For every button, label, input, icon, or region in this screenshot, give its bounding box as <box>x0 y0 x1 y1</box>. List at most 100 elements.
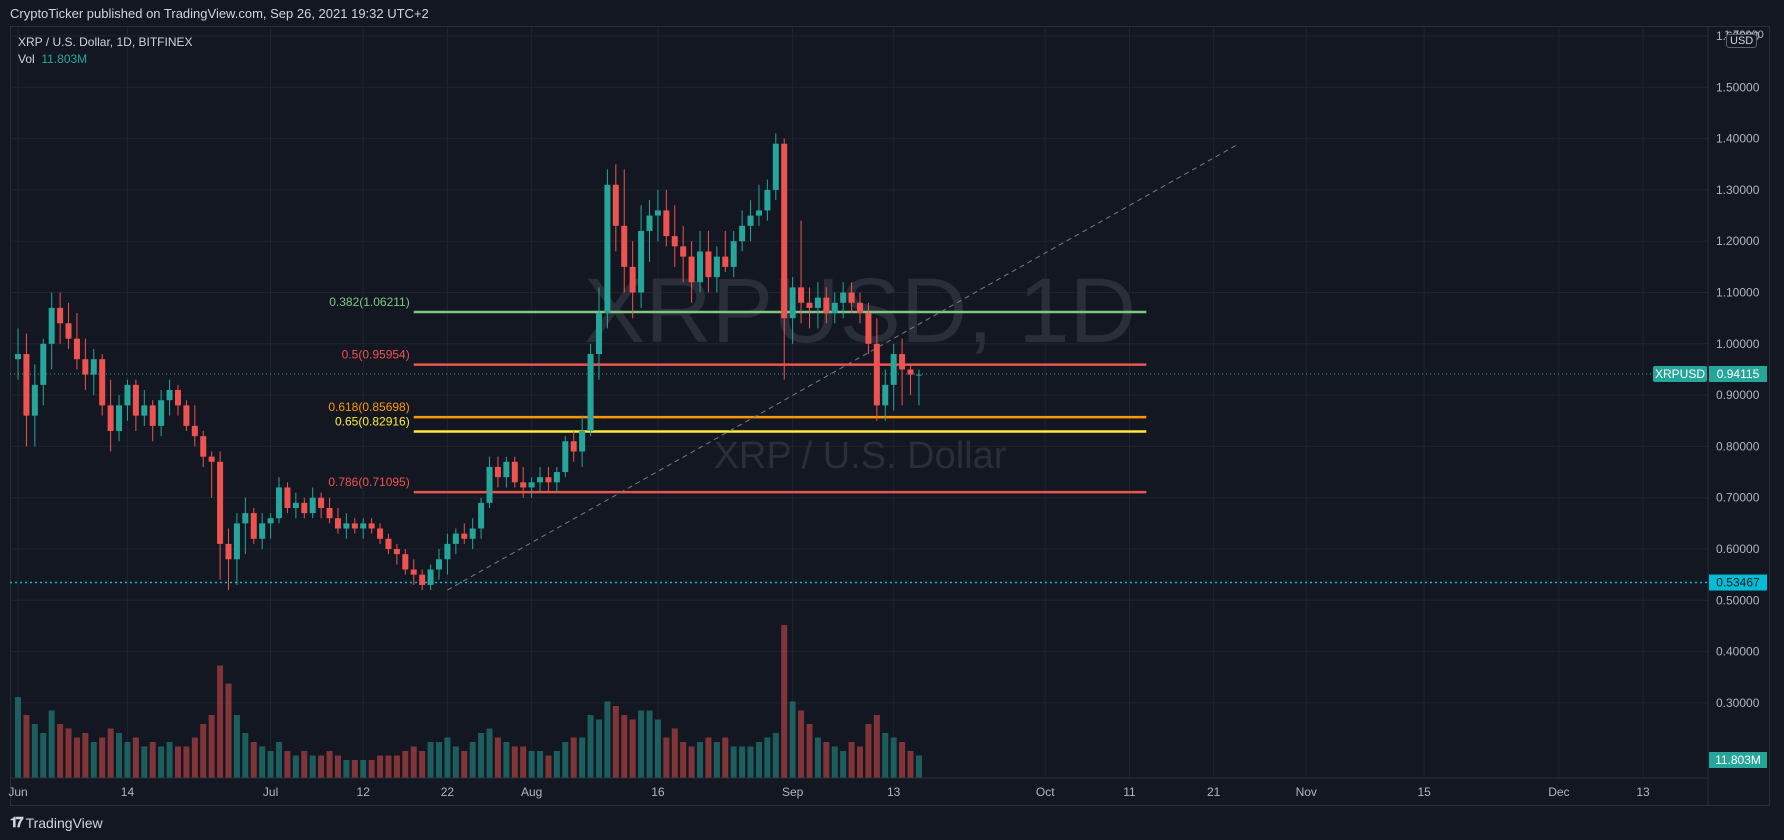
volume-bar <box>831 746 838 778</box>
volume-bar <box>814 737 821 778</box>
candle-body <box>511 461 518 483</box>
volume-bar <box>368 760 375 778</box>
candle-body <box>865 313 872 344</box>
volume-bar <box>259 746 266 778</box>
x-tick-label: 16 <box>651 785 665 799</box>
x-tick-label: 12 <box>357 785 371 799</box>
candle-body <box>292 502 299 508</box>
tradingview-icon: 𝟏𝟕 <box>10 814 24 830</box>
volume-bars <box>15 625 922 778</box>
candle-body <box>191 425 198 437</box>
candle-body <box>705 251 712 278</box>
volume-bar <box>899 742 906 778</box>
volume-bar <box>318 755 325 778</box>
volume-bar <box>688 746 695 778</box>
symbol-badge: XRPUSD <box>1655 367 1705 381</box>
candle-body <box>907 369 914 375</box>
currency-button[interactable]: USD <box>1726 34 1758 48</box>
volume-bar <box>671 728 678 778</box>
volume-bar <box>360 760 367 778</box>
candle-body <box>158 400 165 426</box>
candle-body <box>23 354 30 416</box>
volume-bar <box>301 751 308 778</box>
volume-bar <box>15 697 21 778</box>
candle-body <box>612 184 619 226</box>
volume-bar <box>907 751 914 778</box>
candle-body <box>40 343 47 385</box>
x-tick-label: 11 <box>1123 785 1136 799</box>
volume-bar <box>798 710 805 778</box>
volume-bar <box>553 751 560 778</box>
y-tick-label: 1.50000 <box>1716 80 1760 94</box>
tradingview-logo-text: TradingView <box>25 814 103 831</box>
y-tick-label: 0.70000 <box>1716 491 1760 505</box>
candle-body <box>132 384 139 416</box>
candle-body <box>629 266 636 293</box>
volume-bar <box>713 742 720 778</box>
candle-body <box>385 538 392 550</box>
candle-body <box>646 215 653 231</box>
grid <box>10 27 1708 778</box>
volume-bar <box>612 706 619 778</box>
fib-level-label: 0.65(0.82916) <box>335 414 410 428</box>
x-tick-label: Jun <box>8 785 27 799</box>
volume-bar <box>410 746 417 778</box>
volume-bar <box>511 746 518 778</box>
volume-bar <box>107 728 114 778</box>
y-tick-label: 0.80000 <box>1716 439 1760 453</box>
candle-body <box>174 389 181 406</box>
support-badge: 0.53467 <box>1716 576 1760 590</box>
volume-bar <box>469 742 476 778</box>
volume-bar <box>174 746 181 778</box>
volume-bar <box>48 710 55 778</box>
candle-body <box>562 441 569 473</box>
chart-frame[interactable] <box>10 26 1770 806</box>
y-tick-label: 1.00000 <box>1716 337 1760 351</box>
candle-body <box>116 405 123 432</box>
y-tick-label: 0.90000 <box>1716 388 1760 402</box>
candle-body <box>200 436 207 457</box>
volume-bar <box>806 724 813 778</box>
watermark-description: XRP / U.S. Dollar <box>714 435 1007 477</box>
volume-bar <box>351 760 358 778</box>
candle-body <box>806 302 813 308</box>
candle-body <box>890 354 897 385</box>
candle-body <box>377 528 384 539</box>
volume-bar <box>267 751 274 778</box>
volume-bar <box>23 715 30 778</box>
volume-bar <box>840 751 847 778</box>
x-tick-label: 21 <box>1207 785 1221 799</box>
volume-bar <box>57 724 64 778</box>
candle-body <box>713 256 720 278</box>
volume-bar <box>65 728 72 778</box>
volume-bar <box>764 737 771 778</box>
volume-bar <box>494 737 501 778</box>
candle-body <box>857 302 863 314</box>
volume-bar <box>309 755 316 778</box>
candle-body <box>915 374 922 376</box>
candle-body <box>334 518 341 529</box>
volume-bar <box>284 751 291 778</box>
x-tick-label: Jul <box>263 785 278 799</box>
volume-bar <box>848 742 855 778</box>
volume-bar <box>385 755 392 778</box>
x-tick-label: 13 <box>887 785 901 799</box>
volume-bar <box>40 733 47 778</box>
volume-bar <box>452 746 459 778</box>
candle-body <box>436 559 442 570</box>
y-tick-label: 1.30000 <box>1716 183 1760 197</box>
candle-body <box>427 569 434 585</box>
volume-bar <box>82 733 89 778</box>
volume-bar <box>242 733 249 778</box>
volume-bar <box>334 755 341 778</box>
tradingview-logo[interactable]: 𝟏𝟕 TradingView <box>10 814 103 831</box>
candle-body <box>823 297 830 314</box>
support-line <box>10 373 1708 584</box>
volume-bar <box>132 737 139 778</box>
candle-body <box>545 477 552 483</box>
candle-body <box>638 230 645 293</box>
candle-body <box>798 287 805 303</box>
volume-bar <box>680 742 687 778</box>
candle-body <box>65 323 72 339</box>
